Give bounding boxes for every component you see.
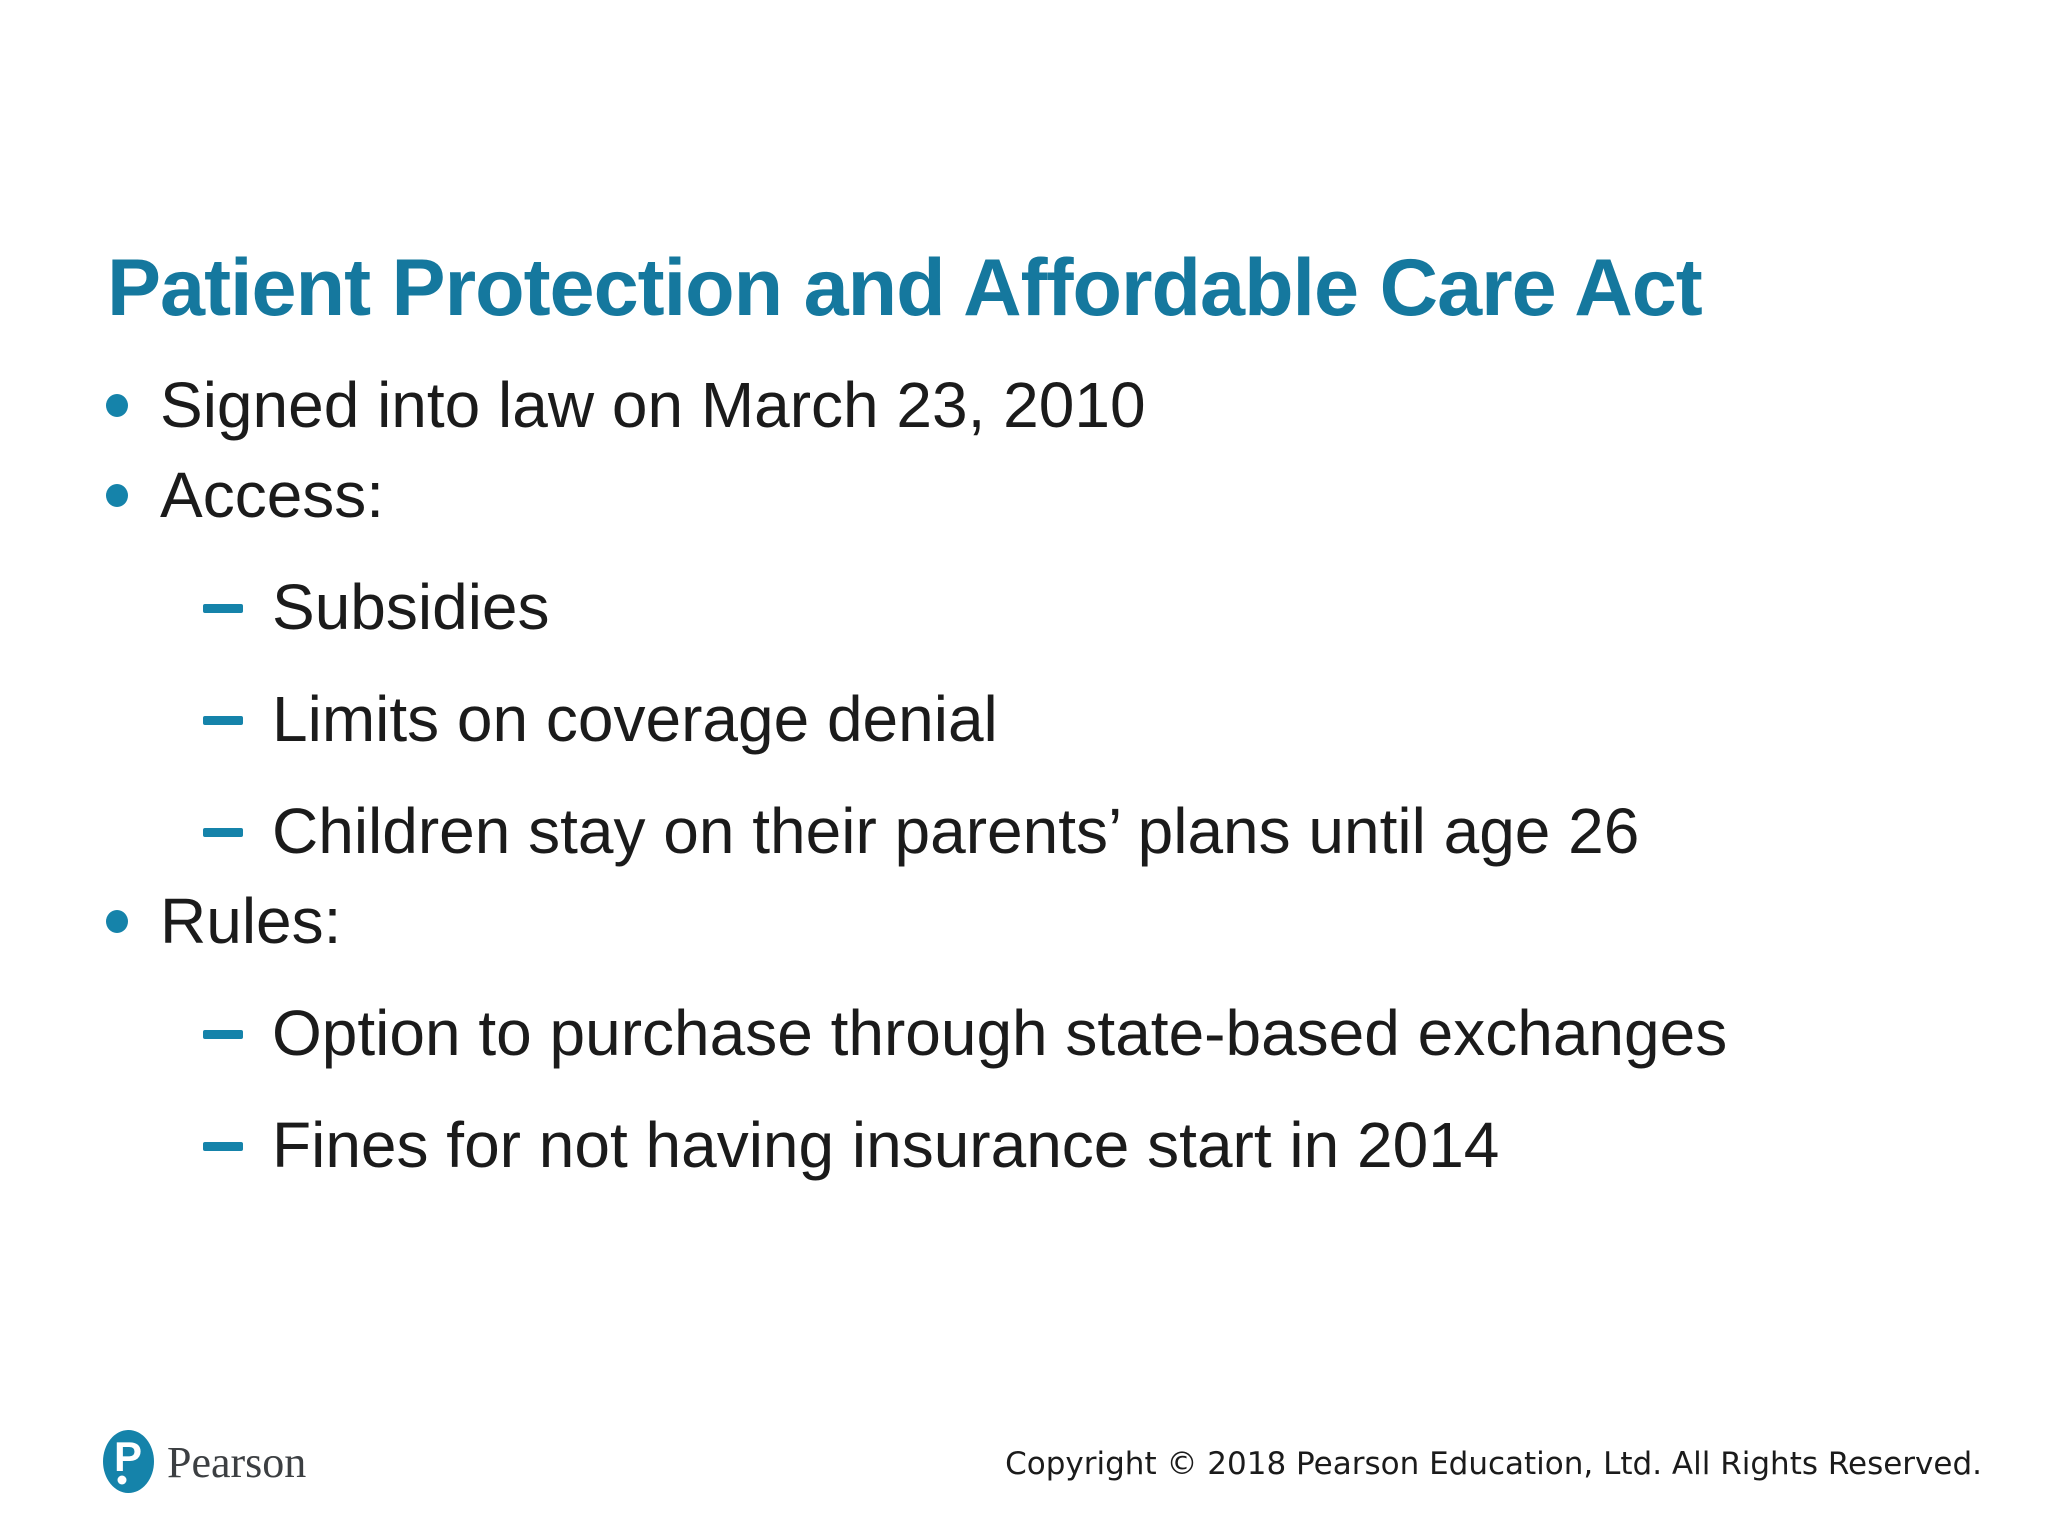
bullet-item: Rules: — [0, 889, 2048, 953]
sub-bullet-text: Subsidies — [272, 571, 550, 643]
sub-bullet-text: Children stay on their parents’ plans un… — [272, 795, 1640, 867]
dash-icon — [203, 716, 243, 725]
bullet-dot-icon — [106, 394, 128, 417]
bullet-item: Access: — [0, 463, 2048, 527]
sub-bullet-item: Limits on coverage denial — [0, 687, 2048, 751]
sub-bullet-text: Option to purchase through state-based e… — [272, 997, 1728, 1069]
bullet-text: Signed into law on March 23, 2010 — [160, 369, 1146, 441]
sub-bullet-text: Limits on coverage denial — [272, 683, 998, 755]
pearson-logo-icon: P — [103, 1430, 154, 1493]
bullet-list: Signed into law on March 23, 2010 Access… — [0, 373, 2048, 1177]
bullet-text: Rules: — [160, 885, 342, 957]
bullet-text: Access: — [160, 459, 385, 531]
pearson-wordmark: Pearson — [167, 1438, 307, 1487]
sub-bullet-item: Option to purchase through state-based e… — [0, 1001, 2048, 1065]
slide-body: Signed into law on March 23, 2010 Access… — [0, 373, 2048, 1177]
dash-icon — [203, 828, 243, 837]
slide-title: Patient Protection and Affordable Care A… — [107, 243, 1703, 334]
copyright-text: Copyright © 2018 Pearson Education, Ltd.… — [1005, 1446, 1982, 1482]
sub-bullet-item: Children stay on their parents’ plans un… — [0, 799, 2048, 863]
bullet-dot-icon — [106, 910, 128, 933]
sub-bullet-item: Subsidies — [0, 575, 2048, 639]
dash-icon — [203, 604, 243, 613]
bullet-dot-icon — [106, 484, 128, 507]
dash-icon — [203, 1142, 243, 1151]
slide-footer: P Pearson Copyright © 2018 Pearson Educa… — [0, 1425, 2048, 1536]
dash-icon — [203, 1030, 243, 1039]
sub-bullet-text: Fines for not having insurance start in … — [272, 1109, 1500, 1181]
svg-text:P: P — [114, 1433, 142, 1480]
sub-bullet-item: Fines for not having insurance start in … — [0, 1113, 2048, 1177]
bullet-item: Signed into law on March 23, 2010 — [0, 373, 2048, 437]
